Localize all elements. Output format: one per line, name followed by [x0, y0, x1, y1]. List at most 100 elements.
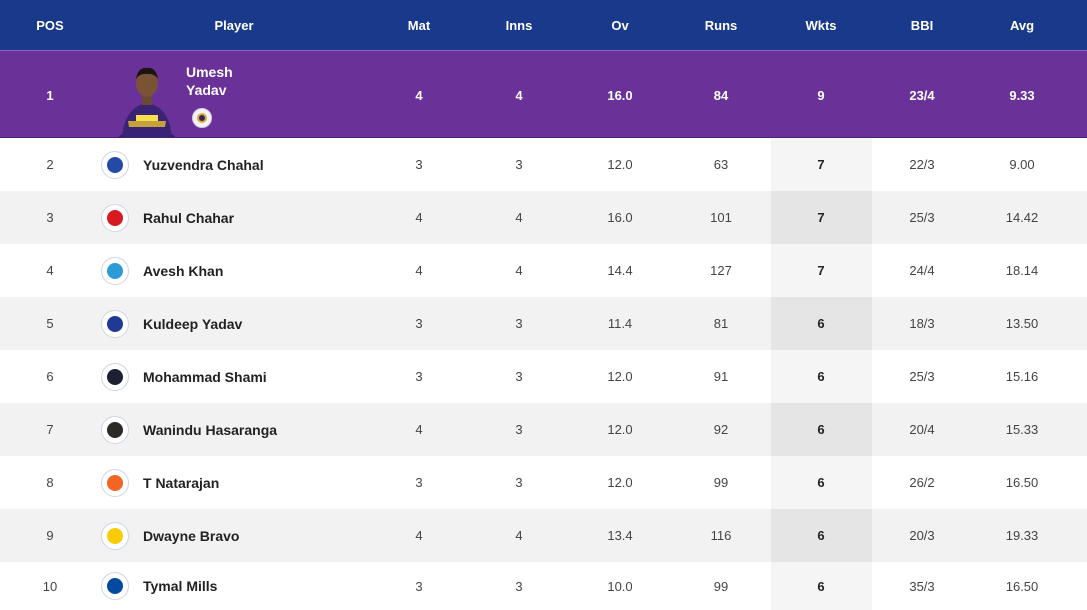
table-row[interactable]: 7 Wanindu Hasaranga 4 3 12.0 92 6 20/4 1… — [0, 403, 1087, 456]
row-ov: 10.0 — [607, 578, 633, 594]
row-avg: 14.42 — [1005, 210, 1039, 225]
wkts-column-highlight — [771, 297, 872, 350]
row-player[interactable]: Dwayne Bravo — [143, 527, 240, 544]
row-player[interactable]: Mohammad Shami — [143, 368, 267, 385]
row-bbi: 25/3 — [909, 210, 935, 225]
row-runs: 63 — [713, 157, 729, 172]
pbks-team-logo-icon — [101, 203, 129, 232]
row-ov: 13.4 — [607, 528, 633, 543]
row-player[interactable]: Wanindu Hasaranga — [143, 421, 278, 438]
leader-row[interactable]: 1 Umesh Yadav 4 4 16.0 84 9 23/4 9.33 — [0, 50, 1087, 139]
wkts-column-highlight — [771, 456, 872, 509]
row-bbi: 26/2 — [909, 475, 935, 490]
row-runs: 127 — [710, 263, 732, 278]
row-avg: 16.50 — [1005, 578, 1039, 594]
row-player[interactable]: T Natarajan — [143, 474, 220, 491]
header-mat[interactable]: Mat — [407, 17, 431, 33]
table-row[interactable]: 10 Tymal Mills 3 3 10.0 99 6 35/3 16.50 — [0, 562, 1087, 610]
row-pos: 7 — [46, 422, 54, 437]
row-inns: 3 — [515, 422, 523, 437]
row-mat: 3 — [415, 578, 423, 594]
row-mat: 4 — [415, 210, 423, 225]
row-avg: 18.14 — [1005, 263, 1039, 278]
row-wkts: 6 — [817, 369, 825, 384]
wkts-column-highlight — [771, 509, 872, 562]
header-wkts[interactable]: Wkts — [805, 17, 837, 33]
table-row[interactable]: 4 Avesh Khan 4 4 14.4 127 7 24/4 18.14 — [0, 244, 1087, 297]
rcb-team-logo-icon — [101, 415, 129, 444]
dc-team-logo-icon — [101, 309, 129, 338]
wkts-column-highlight — [771, 403, 872, 456]
row-runs: 81 — [713, 316, 729, 331]
row-player[interactable]: Yuzvendra Chahal — [143, 156, 264, 173]
row-inns: 4 — [515, 210, 523, 225]
row-mat: 3 — [415, 157, 423, 172]
row-bbi: 20/4 — [909, 422, 935, 437]
row-bbi: 18/3 — [909, 316, 935, 331]
row-pos: 6 — [46, 369, 54, 384]
table-row[interactable]: 3 Rahul Chahar 4 4 16.0 101 7 25/3 14.42 — [0, 191, 1087, 244]
row-avg: 15.33 — [1005, 422, 1039, 437]
gt-team-logo-icon — [101, 362, 129, 391]
row-player[interactable]: Tymal Mills — [143, 578, 218, 594]
row-wkts: 6 — [817, 475, 825, 490]
srh-team-logo-icon — [101, 468, 129, 497]
row-mat: 3 — [415, 316, 423, 331]
row-avg: 9.00 — [1009, 157, 1035, 172]
row-bbi: 35/3 — [909, 578, 935, 594]
table-row[interactable]: 2 Yuzvendra Chahal 3 3 12.0 63 7 22/3 9.… — [0, 138, 1087, 191]
leader-avg: 9.33 — [1009, 88, 1035, 103]
lsg-team-logo-icon — [101, 256, 129, 285]
rr-team-logo-icon — [101, 150, 129, 179]
leader-runs: 84 — [713, 88, 729, 103]
leader-inns: 4 — [515, 88, 523, 103]
row-avg: 16.50 — [1005, 475, 1039, 490]
row-mat: 4 — [415, 263, 423, 278]
header-player[interactable]: Player — [214, 17, 254, 33]
row-pos: 2 — [46, 157, 54, 172]
csk-team-logo-icon — [101, 521, 129, 550]
row-inns: 4 — [515, 263, 523, 278]
row-inns: 4 — [515, 528, 523, 543]
leader-bbi: 23/4 — [909, 88, 935, 103]
row-player[interactable]: Kuldeep Yadav — [143, 315, 243, 332]
kkr-team-logo-icon — [192, 108, 212, 128]
row-runs: 116 — [710, 528, 732, 543]
row-wkts: 7 — [817, 157, 825, 172]
row-wkts: 7 — [817, 263, 825, 278]
wkts-column-highlight — [771, 191, 872, 244]
header-ov[interactable]: Ov — [611, 17, 629, 33]
leader-pos: 1 — [46, 88, 54, 103]
row-pos: 3 — [46, 210, 54, 225]
wkts-column-highlight — [771, 350, 872, 403]
leader-name[interactable]: Umesh Yadav — [186, 63, 233, 99]
row-player[interactable]: Avesh Khan — [143, 262, 224, 279]
row-mat: 3 — [415, 475, 423, 490]
row-player[interactable]: Rahul Chahar — [143, 209, 235, 226]
table-row[interactable]: 5 Kuldeep Yadav 3 3 11.4 81 6 18/3 13.50 — [0, 297, 1087, 350]
row-wkts: 7 — [817, 210, 825, 225]
player-portrait — [119, 67, 175, 139]
header-avg[interactable]: Avg — [1009, 17, 1035, 33]
table-row[interactable]: 6 Mohammad Shami 3 3 12.0 91 6 25/3 15.1… — [0, 350, 1087, 403]
header-bbi[interactable]: BBI — [910, 17, 934, 33]
row-pos: 5 — [46, 316, 54, 331]
table-header: POS Player Mat Inns Ov Runs Wkts BBI Avg — [0, 0, 1087, 50]
table-row[interactable]: 9 Dwayne Bravo 4 4 13.4 116 6 20/3 19.33 — [0, 509, 1087, 562]
table-row[interactable]: 8 T Natarajan 3 3 12.0 99 6 26/2 16.50 — [0, 456, 1087, 509]
header-pos[interactable]: POS — [36, 17, 64, 33]
wkts-column-highlight — [771, 244, 872, 297]
row-inns: 3 — [515, 157, 523, 172]
mi-team-logo-icon — [101, 572, 129, 600]
leader-wkts: 9 — [817, 88, 825, 103]
row-avg: 19.33 — [1005, 528, 1039, 543]
row-runs: 99 — [713, 475, 729, 490]
row-avg: 13.50 — [1005, 316, 1039, 331]
row-wkts: 6 — [817, 528, 825, 543]
header-inns[interactable]: Inns — [505, 17, 533, 33]
header-runs[interactable]: Runs — [704, 17, 738, 33]
row-runs: 99 — [713, 578, 729, 594]
leader-first-name: Umesh — [186, 64, 233, 80]
row-runs: 92 — [713, 422, 729, 437]
